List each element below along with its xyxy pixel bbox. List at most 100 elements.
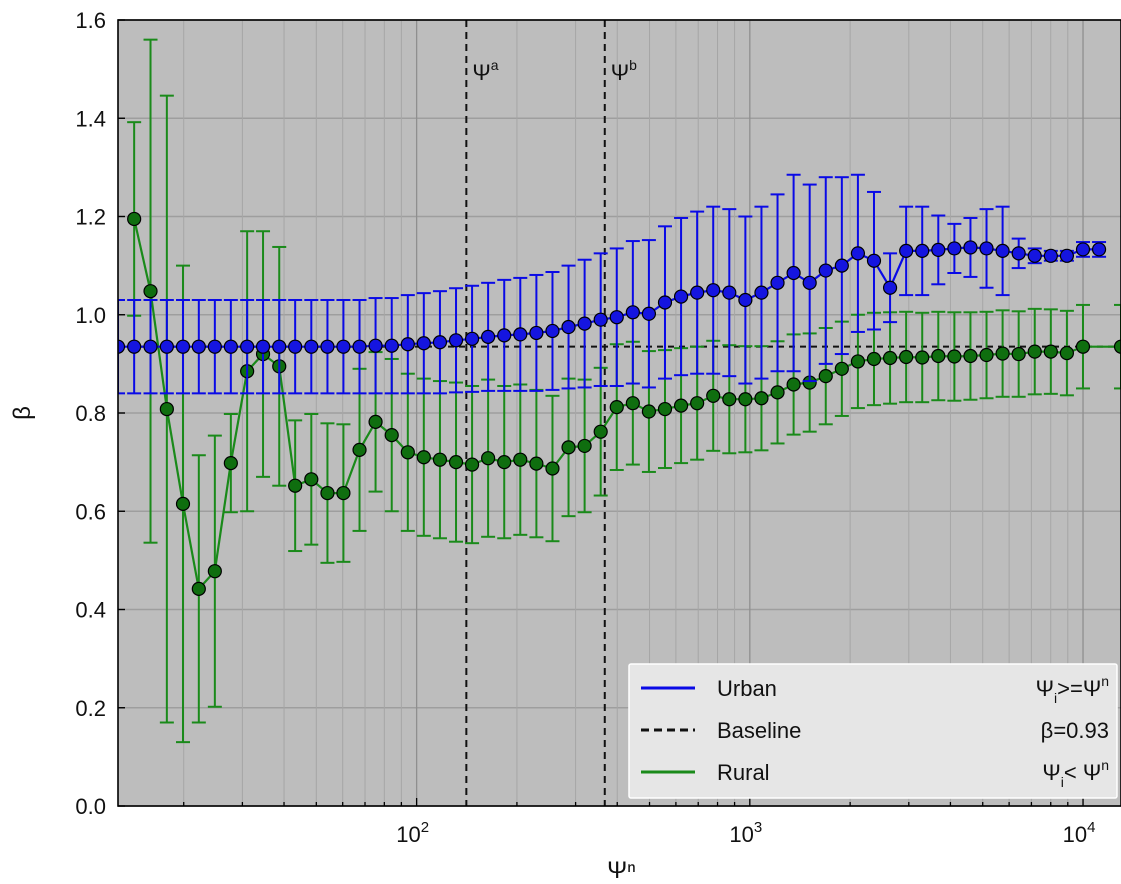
rural-point xyxy=(529,456,544,471)
legend-box xyxy=(628,663,1118,799)
rural-point xyxy=(786,377,801,392)
x-tick-label: 103 xyxy=(729,819,762,847)
urban-point xyxy=(818,263,833,278)
rural-point xyxy=(722,392,737,407)
rural-point xyxy=(625,396,640,411)
urban-point xyxy=(915,243,930,258)
urban-point xyxy=(320,339,335,354)
x-tick-label: 102 xyxy=(396,819,429,847)
rural-point xyxy=(207,564,222,579)
urban-point xyxy=(304,339,319,354)
rural-point xyxy=(963,348,978,364)
rural-point xyxy=(320,485,335,501)
rural-point xyxy=(400,445,415,460)
urban-point xyxy=(834,258,849,273)
rural-point xyxy=(706,388,721,403)
data-layer: Ψa Ψb xyxy=(118,20,1121,806)
urban-point xyxy=(690,285,705,300)
rural-point xyxy=(673,398,689,413)
urban-point xyxy=(561,319,576,335)
rural-point xyxy=(1075,339,1091,354)
urban-point xyxy=(722,285,737,300)
y-tick-label: 0.0 xyxy=(75,794,106,819)
urban-point xyxy=(159,339,174,354)
rural-point xyxy=(899,349,914,365)
rural-point xyxy=(175,496,191,511)
urban-point xyxy=(272,339,287,354)
y-tick-label: 1.4 xyxy=(75,106,106,131)
rural-point xyxy=(577,438,592,454)
urban-point xyxy=(384,338,399,353)
rural-point xyxy=(223,456,238,471)
reference-label-a: Ψa xyxy=(472,57,498,85)
rural-point xyxy=(738,392,753,407)
urban-point xyxy=(175,339,191,354)
urban-point xyxy=(1075,242,1091,257)
urban-point xyxy=(577,316,592,331)
rural-point xyxy=(882,350,898,366)
urban-point xyxy=(481,329,496,344)
urban-point xyxy=(240,339,255,354)
urban-point xyxy=(609,310,624,325)
urban-point xyxy=(1059,248,1075,263)
urban-point xyxy=(1011,246,1026,261)
rural-point xyxy=(159,401,174,417)
urban-point xyxy=(223,339,238,354)
legend-rural-label: Rural xyxy=(717,760,770,785)
rural-point xyxy=(609,400,624,415)
urban-point xyxy=(1043,248,1058,263)
rural-point xyxy=(834,361,849,376)
rural-point xyxy=(368,414,383,429)
legend-urban-label: Urban xyxy=(717,676,777,701)
urban-point xyxy=(191,339,206,354)
rural-point xyxy=(448,455,464,470)
y-tick-label: 0.8 xyxy=(75,401,106,426)
urban-point xyxy=(513,327,528,342)
legend-urban-note: Ψi>=Ψn xyxy=(1036,673,1109,706)
rural-point xyxy=(143,284,158,299)
rural-point xyxy=(384,428,399,443)
rural-point xyxy=(464,457,480,472)
urban-point xyxy=(850,246,866,261)
x-tick-label: 104 xyxy=(1063,819,1096,847)
legend-rural-note: Ψi< Ψn xyxy=(1042,757,1109,790)
urban-point xyxy=(706,283,721,298)
urban-point xyxy=(352,339,367,354)
rural-point xyxy=(947,349,962,364)
rural-point xyxy=(754,391,769,406)
urban-point xyxy=(400,337,415,352)
y-tick-label: 0.6 xyxy=(75,499,106,524)
rural-point xyxy=(931,348,946,364)
rural-point xyxy=(866,351,882,367)
urban-point xyxy=(448,333,464,348)
rural-point xyxy=(416,450,431,465)
urban-point xyxy=(995,243,1010,258)
urban-point xyxy=(127,339,142,354)
axes: 0.0 0.2 0.4 0.6 0.8 1.0 1.2 1.4 1.6 102 103 104 Ψⁿ β xyxy=(9,8,1095,884)
y-axis-label: β xyxy=(9,406,36,420)
rural-point xyxy=(979,347,994,363)
urban-point xyxy=(673,289,689,304)
y-tick-label: 1.0 xyxy=(75,303,106,328)
urban-point xyxy=(979,241,994,256)
urban-point xyxy=(545,323,560,339)
rural-point xyxy=(191,581,206,596)
urban-point xyxy=(738,292,753,308)
urban-point xyxy=(288,339,303,354)
urban-point xyxy=(866,253,882,268)
legend-baseline-label: Baseline xyxy=(717,718,801,743)
urban-point xyxy=(336,339,351,354)
rural-point xyxy=(127,211,142,227)
urban-point xyxy=(143,339,158,354)
urban-point xyxy=(947,241,962,256)
rural-point xyxy=(915,350,930,365)
urban-point xyxy=(786,265,801,281)
reference-label-b: Ψb xyxy=(611,57,637,85)
urban-point xyxy=(1091,242,1107,257)
urban-series xyxy=(118,173,1107,395)
urban-point xyxy=(802,275,817,290)
urban-point xyxy=(497,328,512,343)
y-tick-label: 1.6 xyxy=(75,8,106,33)
rural-point xyxy=(513,452,528,467)
